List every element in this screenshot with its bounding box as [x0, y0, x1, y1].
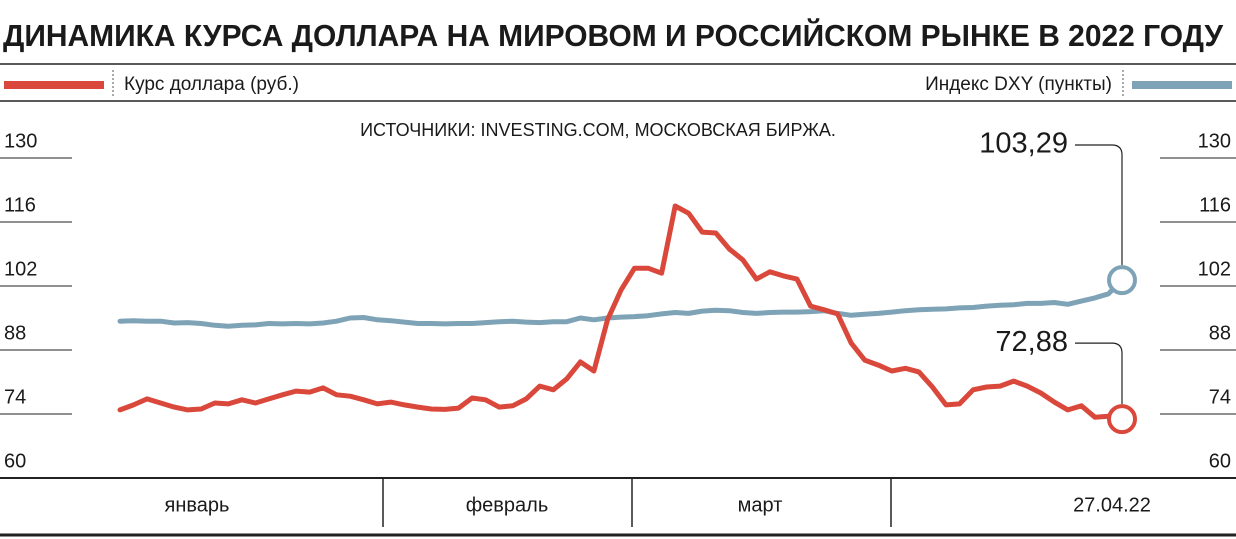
- leader-line: [1075, 342, 1123, 405]
- y-tick-label: 74: [4, 386, 26, 408]
- end-marker: [1107, 265, 1137, 296]
- y-tick-label: 88: [4, 322, 26, 344]
- y-tick-label: 130: [4, 130, 37, 152]
- y2-tick-label: 102: [1198, 258, 1231, 280]
- x-period-label: февраль: [466, 494, 549, 516]
- end-marker: [1107, 404, 1137, 435]
- series-line: [117, 277, 1125, 329]
- series-line: [117, 203, 1125, 422]
- y2-tick-label: 74: [1209, 386, 1231, 408]
- value-label: 72,88: [995, 326, 1068, 358]
- y2-tick-label: 88: [1209, 322, 1231, 344]
- chart-title: ДИНАМИКА КУРСА ДОЛЛАРА НА МИРОВОМ И РОСС…: [3, 17, 1224, 53]
- y-tick-label: 102: [4, 258, 37, 280]
- y-tick-label: 60: [4, 450, 26, 472]
- legend-label: Курс доллара (руб.): [124, 74, 299, 95]
- y2-tick-label: 60: [1209, 450, 1231, 472]
- x-period-label: 27.04.22: [1073, 494, 1151, 516]
- source: ИСТОЧНИКИ: INVESTING.COM, МОСКОВСКАЯ БИР…: [360, 120, 836, 140]
- legend-label: Индекс DXY (пункты): [925, 74, 1112, 95]
- leader-line: [1075, 144, 1123, 266]
- y-tick-label: 116: [4, 194, 36, 216]
- y2-tick-label: 116: [1199, 194, 1231, 216]
- y2-tick-label: 130: [1198, 130, 1231, 152]
- value-label: 103,29: [979, 128, 1068, 160]
- x-period-label: март: [738, 494, 783, 516]
- x-period-label: январь: [165, 494, 230, 516]
